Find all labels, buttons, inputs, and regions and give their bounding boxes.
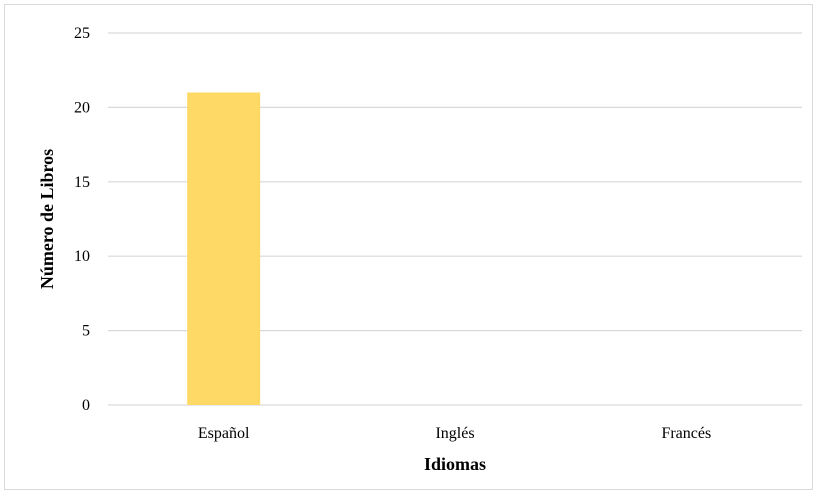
y-tick-label: 0 bbox=[82, 397, 90, 414]
y-axis-title: Número de Libros bbox=[37, 149, 57, 289]
y-axis-ticks: 0 5 10 15 20 25 bbox=[74, 25, 90, 414]
x-tick-label: Francés bbox=[661, 425, 711, 442]
chart-frame bbox=[4, 4, 813, 490]
bar-1 bbox=[187, 92, 261, 406]
y-tick-label: 20 bbox=[74, 99, 90, 116]
x-axis-title: Idiomas bbox=[424, 454, 486, 474]
y-tick-label: 25 bbox=[74, 25, 90, 42]
bars bbox=[187, 92, 261, 406]
x-tick-label: Español bbox=[198, 425, 250, 442]
y-tick-label: 15 bbox=[74, 174, 90, 191]
y-tick-label: 10 bbox=[74, 248, 90, 265]
x-tick-label: Inglés bbox=[435, 425, 474, 442]
y-tick-label: 5 bbox=[82, 323, 90, 340]
x-axis-ticks: Español Inglés Francés bbox=[198, 425, 711, 442]
